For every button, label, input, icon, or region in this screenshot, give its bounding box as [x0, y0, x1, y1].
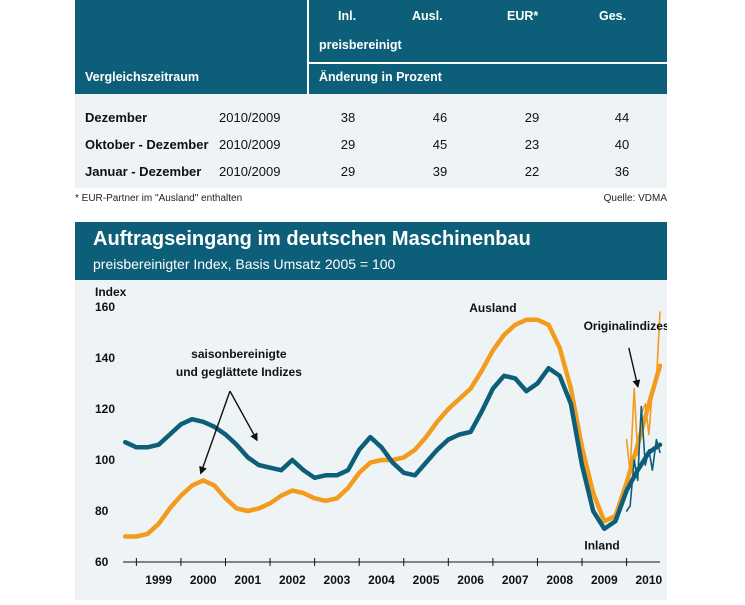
y-tick-label: 160 — [95, 300, 115, 314]
x-tick-label: 2006 — [457, 573, 484, 587]
header-divider — [307, 0, 309, 94]
x-tick-label: 2008 — [546, 573, 573, 587]
col-ausl: Ausl. — [412, 9, 443, 23]
cell-ausl: 45 — [432, 137, 448, 152]
chart-subtitle: preisbereinigter Index, Basis Umsatz 200… — [93, 256, 396, 272]
series-line — [625, 311, 661, 474]
row-label: Dezember — [85, 110, 148, 125]
annotation-arrow — [199, 390, 231, 475]
y-tick-label: 120 — [95, 402, 115, 416]
header-divider — [309, 62, 667, 64]
col-eur: EUR* — [507, 9, 539, 23]
annotation-label: Ausland — [469, 301, 516, 315]
x-tick-label: 2000 — [190, 573, 217, 587]
aenderung-label: Änderung in Prozent — [319, 70, 442, 84]
y-tick-label: 80 — [95, 504, 109, 518]
chart-banner: Auftragseingang im deutschen Maschinenba… — [75, 222, 667, 280]
row-period: 2010/2009 — [219, 137, 281, 152]
y-tick-label: 100 — [95, 453, 115, 467]
annotation-arrow — [628, 347, 641, 388]
annotation-label: Inland — [584, 538, 619, 552]
y-axis-label: Index — [95, 285, 127, 299]
chart-title: Auftragseingang im deutschen Maschinenba… — [93, 228, 531, 250]
y-tick-label: 60 — [95, 555, 109, 569]
cell-eur: 23 — [524, 137, 540, 152]
row-label: Oktober - Dezember — [85, 137, 209, 152]
y-tick-label: 140 — [95, 351, 115, 365]
annotation-label: Originalindizes — [584, 319, 667, 333]
results-table: Inl. Ausl. EUR* Ges. preisbereinigt Verg… — [75, 0, 667, 188]
table-source: Quelle: VDMA — [603, 193, 667, 204]
annotation-label: saisonbereinigte — [191, 347, 287, 361]
x-tick-label: 2003 — [324, 573, 351, 587]
x-tick-label: 2004 — [368, 573, 395, 587]
annotation-label: und geglättete Indizes — [176, 365, 302, 379]
table-header: Inl. Ausl. EUR* Ges. preisbereinigt Verg… — [75, 0, 667, 94]
col-ges: Ges. — [599, 9, 627, 23]
cell-eur: 22 — [524, 164, 540, 179]
series-line — [625, 405, 661, 512]
series-line — [122, 365, 663, 532]
table-footnote: * EUR-Partner im "Ausland" enthalten — [75, 193, 243, 204]
x-tick-label: 2005 — [413, 573, 440, 587]
cell-inl: 29 — [340, 137, 356, 152]
line-chart: Index 60 80 100 120 140 160 1999 2000 2001 2002 20… — [95, 285, 670, 587]
cell-inl: 38 — [340, 110, 356, 125]
x-tick-label: 2007 — [502, 573, 529, 587]
x-tick-label: 2001 — [234, 573, 261, 587]
vergleichszeitraum-label: Vergleichszeitraum — [85, 70, 199, 84]
x-tick-label: 1999 — [145, 573, 172, 587]
cell-eur: 29 — [524, 110, 540, 125]
col-inl: Inl. — [338, 9, 357, 23]
cell-ges: 44 — [614, 110, 630, 125]
chart-area: Index 60 80 100 120 140 160 1999 2000 2001 2002 20… — [75, 280, 670, 600]
preisbereinigt-label: preisbereinigt — [319, 38, 402, 52]
x-tick-label: 2002 — [279, 573, 306, 587]
annotation-arrow — [229, 390, 258, 442]
cell-inl: 29 — [340, 164, 356, 179]
cell-ausl: 39 — [432, 164, 448, 179]
x-tick-label: 2009 — [591, 573, 618, 587]
cell-ausl: 46 — [432, 110, 448, 125]
row-period: 2010/2009 — [219, 164, 281, 179]
row-period: 2010/2009 — [219, 110, 281, 125]
cell-ges: 36 — [614, 164, 630, 179]
cell-ges: 40 — [614, 137, 630, 152]
row-label: Januar - Dezember — [85, 164, 202, 179]
x-tick-label: 2010 — [636, 573, 663, 587]
